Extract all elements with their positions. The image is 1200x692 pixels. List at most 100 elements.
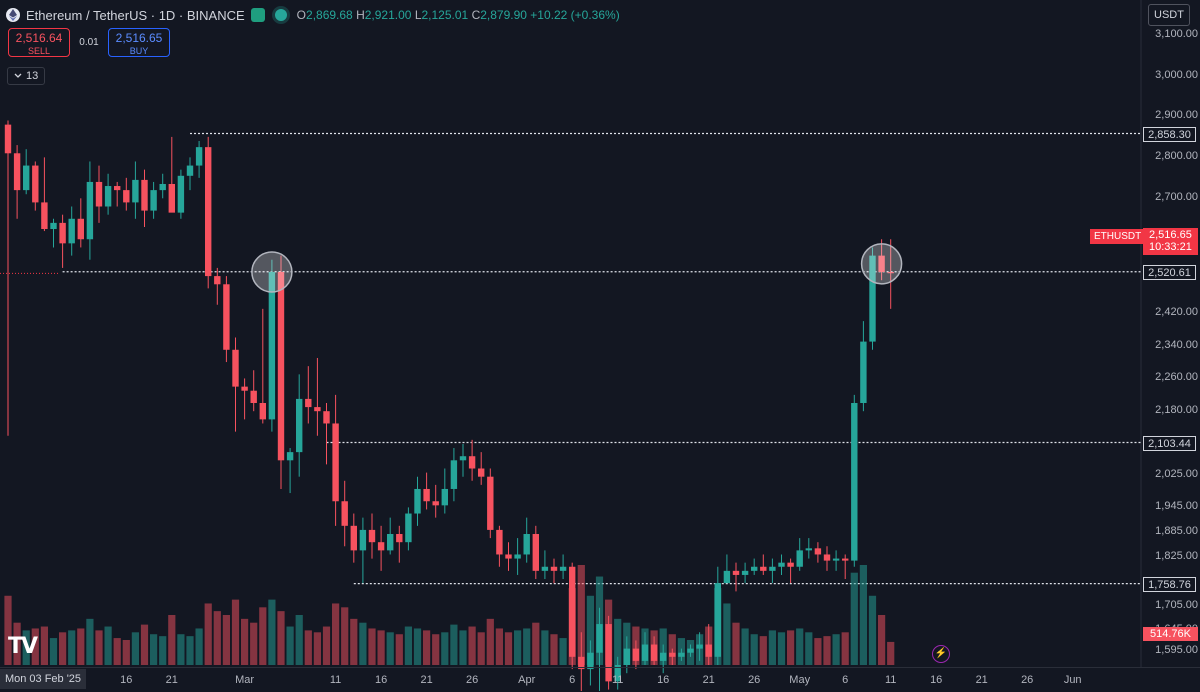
volume-bar bbox=[878, 615, 886, 665]
candle-body bbox=[760, 566, 767, 571]
candle-body bbox=[405, 513, 412, 543]
candle bbox=[177, 169, 185, 219]
current-price: 2,516.65 bbox=[1149, 229, 1192, 241]
volume-bar bbox=[122, 640, 130, 665]
candle bbox=[741, 562, 749, 584]
candle bbox=[559, 554, 567, 580]
price-axis-label: 2,340.00 bbox=[1155, 338, 1198, 351]
volume-bar bbox=[859, 565, 867, 665]
volume-bar bbox=[241, 618, 249, 665]
candle bbox=[541, 550, 549, 580]
volume-bar bbox=[186, 636, 194, 665]
candle bbox=[723, 554, 731, 584]
time-axis-label: 21 bbox=[420, 674, 433, 686]
volume-bar bbox=[805, 632, 813, 665]
candle-body bbox=[705, 644, 712, 657]
bar-countdown: 10:33:21 bbox=[1149, 241, 1192, 253]
candle bbox=[569, 562, 576, 670]
open-value: 2,869.68 bbox=[306, 8, 353, 22]
lightning-icon[interactable]: ⚡ bbox=[932, 645, 950, 663]
price-axis-label: 1,825.00 bbox=[1155, 549, 1198, 562]
candle-body bbox=[687, 648, 694, 653]
time-axis-label: 21 bbox=[702, 674, 715, 686]
time-axis[interactable]: 16 21 Mar 11 16 21 26 Apr 6 11 16 21 26 May 6 11 16 21 26 J… bbox=[0, 667, 1200, 692]
candle bbox=[614, 656, 621, 690]
candle-body bbox=[796, 550, 803, 567]
volume-bar bbox=[477, 632, 485, 665]
price-axis-label: 1,945.00 bbox=[1155, 500, 1198, 513]
candle-body bbox=[132, 179, 139, 203]
candle bbox=[760, 554, 767, 575]
time-axis-label: 21 bbox=[165, 674, 178, 686]
candle-body bbox=[205, 147, 212, 277]
candle bbox=[860, 321, 867, 412]
price-axis-label: 2,420.00 bbox=[1155, 305, 1198, 318]
candle bbox=[650, 636, 658, 665]
currency-selector[interactable]: USDT bbox=[1148, 4, 1190, 26]
tradingview-logo[interactable]: TV bbox=[8, 634, 38, 659]
candle bbox=[59, 214, 66, 268]
symbol-title[interactable]: Ethereum / TetherUS · 1D · BINANCE bbox=[26, 7, 245, 23]
candle bbox=[732, 562, 740, 592]
candle-body bbox=[168, 183, 175, 213]
candle-body bbox=[532, 534, 539, 571]
candle bbox=[205, 136, 212, 289]
sell-label: SELL bbox=[27, 46, 51, 56]
candle-body bbox=[268, 272, 276, 420]
volume-bar bbox=[22, 630, 30, 665]
volume-tag: 514.76K bbox=[1143, 627, 1198, 641]
candle bbox=[387, 517, 394, 555]
candle-body bbox=[104, 186, 112, 207]
candle-body bbox=[778, 562, 785, 567]
candle-body bbox=[86, 181, 94, 240]
buy-label: BUY bbox=[129, 46, 149, 56]
candle-body bbox=[523, 534, 530, 555]
candle bbox=[223, 276, 230, 363]
indicators-toggle[interactable]: 13 bbox=[7, 67, 46, 85]
volume-bar bbox=[259, 607, 267, 665]
candle bbox=[396, 525, 403, 563]
volume-bar bbox=[377, 630, 385, 665]
candle bbox=[468, 439, 476, 481]
current-price-tag: 2,516.65 10:33:21 bbox=[1143, 228, 1198, 255]
candle-body bbox=[487, 476, 494, 530]
volume-bar bbox=[150, 634, 158, 665]
candle-body bbox=[823, 554, 831, 561]
candle bbox=[578, 632, 585, 691]
candle bbox=[195, 141, 203, 178]
candle-body bbox=[732, 570, 740, 575]
candle-body bbox=[114, 186, 121, 191]
candle-body bbox=[232, 349, 239, 387]
volume-bar bbox=[304, 630, 312, 665]
candle bbox=[751, 558, 758, 575]
candle-body bbox=[578, 656, 585, 670]
change-value: +10.22 (+0.36%) bbox=[530, 8, 620, 22]
sell-button[interactable]: 2,516.64 SELL bbox=[8, 28, 70, 57]
volume-bar bbox=[750, 634, 758, 665]
candle bbox=[314, 357, 321, 436]
candle-body bbox=[541, 566, 549, 571]
candle bbox=[377, 525, 385, 571]
volume-bar bbox=[4, 595, 12, 665]
volume-bar bbox=[213, 611, 221, 665]
volume-bar bbox=[168, 615, 176, 665]
candle-body bbox=[368, 529, 376, 543]
volume-bar bbox=[586, 595, 594, 665]
volume-bar bbox=[332, 603, 340, 665]
volume-bar bbox=[313, 632, 321, 665]
candle-body bbox=[714, 583, 721, 657]
time-axis-label: Mar bbox=[235, 674, 255, 686]
volume-bar bbox=[450, 624, 458, 665]
volume-bar bbox=[77, 628, 85, 665]
market-status-icon bbox=[250, 8, 265, 22]
volume-bar bbox=[459, 630, 467, 665]
candle-body bbox=[869, 255, 876, 342]
candle-body bbox=[459, 456, 467, 461]
price-axis-label: 1,885.00 bbox=[1155, 524, 1198, 537]
low-value: 2,125.01 bbox=[421, 8, 469, 22]
candle bbox=[296, 374, 303, 477]
candle-body bbox=[478, 468, 485, 477]
volume-bar bbox=[541, 630, 549, 665]
buy-button[interactable]: 2,516.65 BUY bbox=[108, 28, 170, 57]
